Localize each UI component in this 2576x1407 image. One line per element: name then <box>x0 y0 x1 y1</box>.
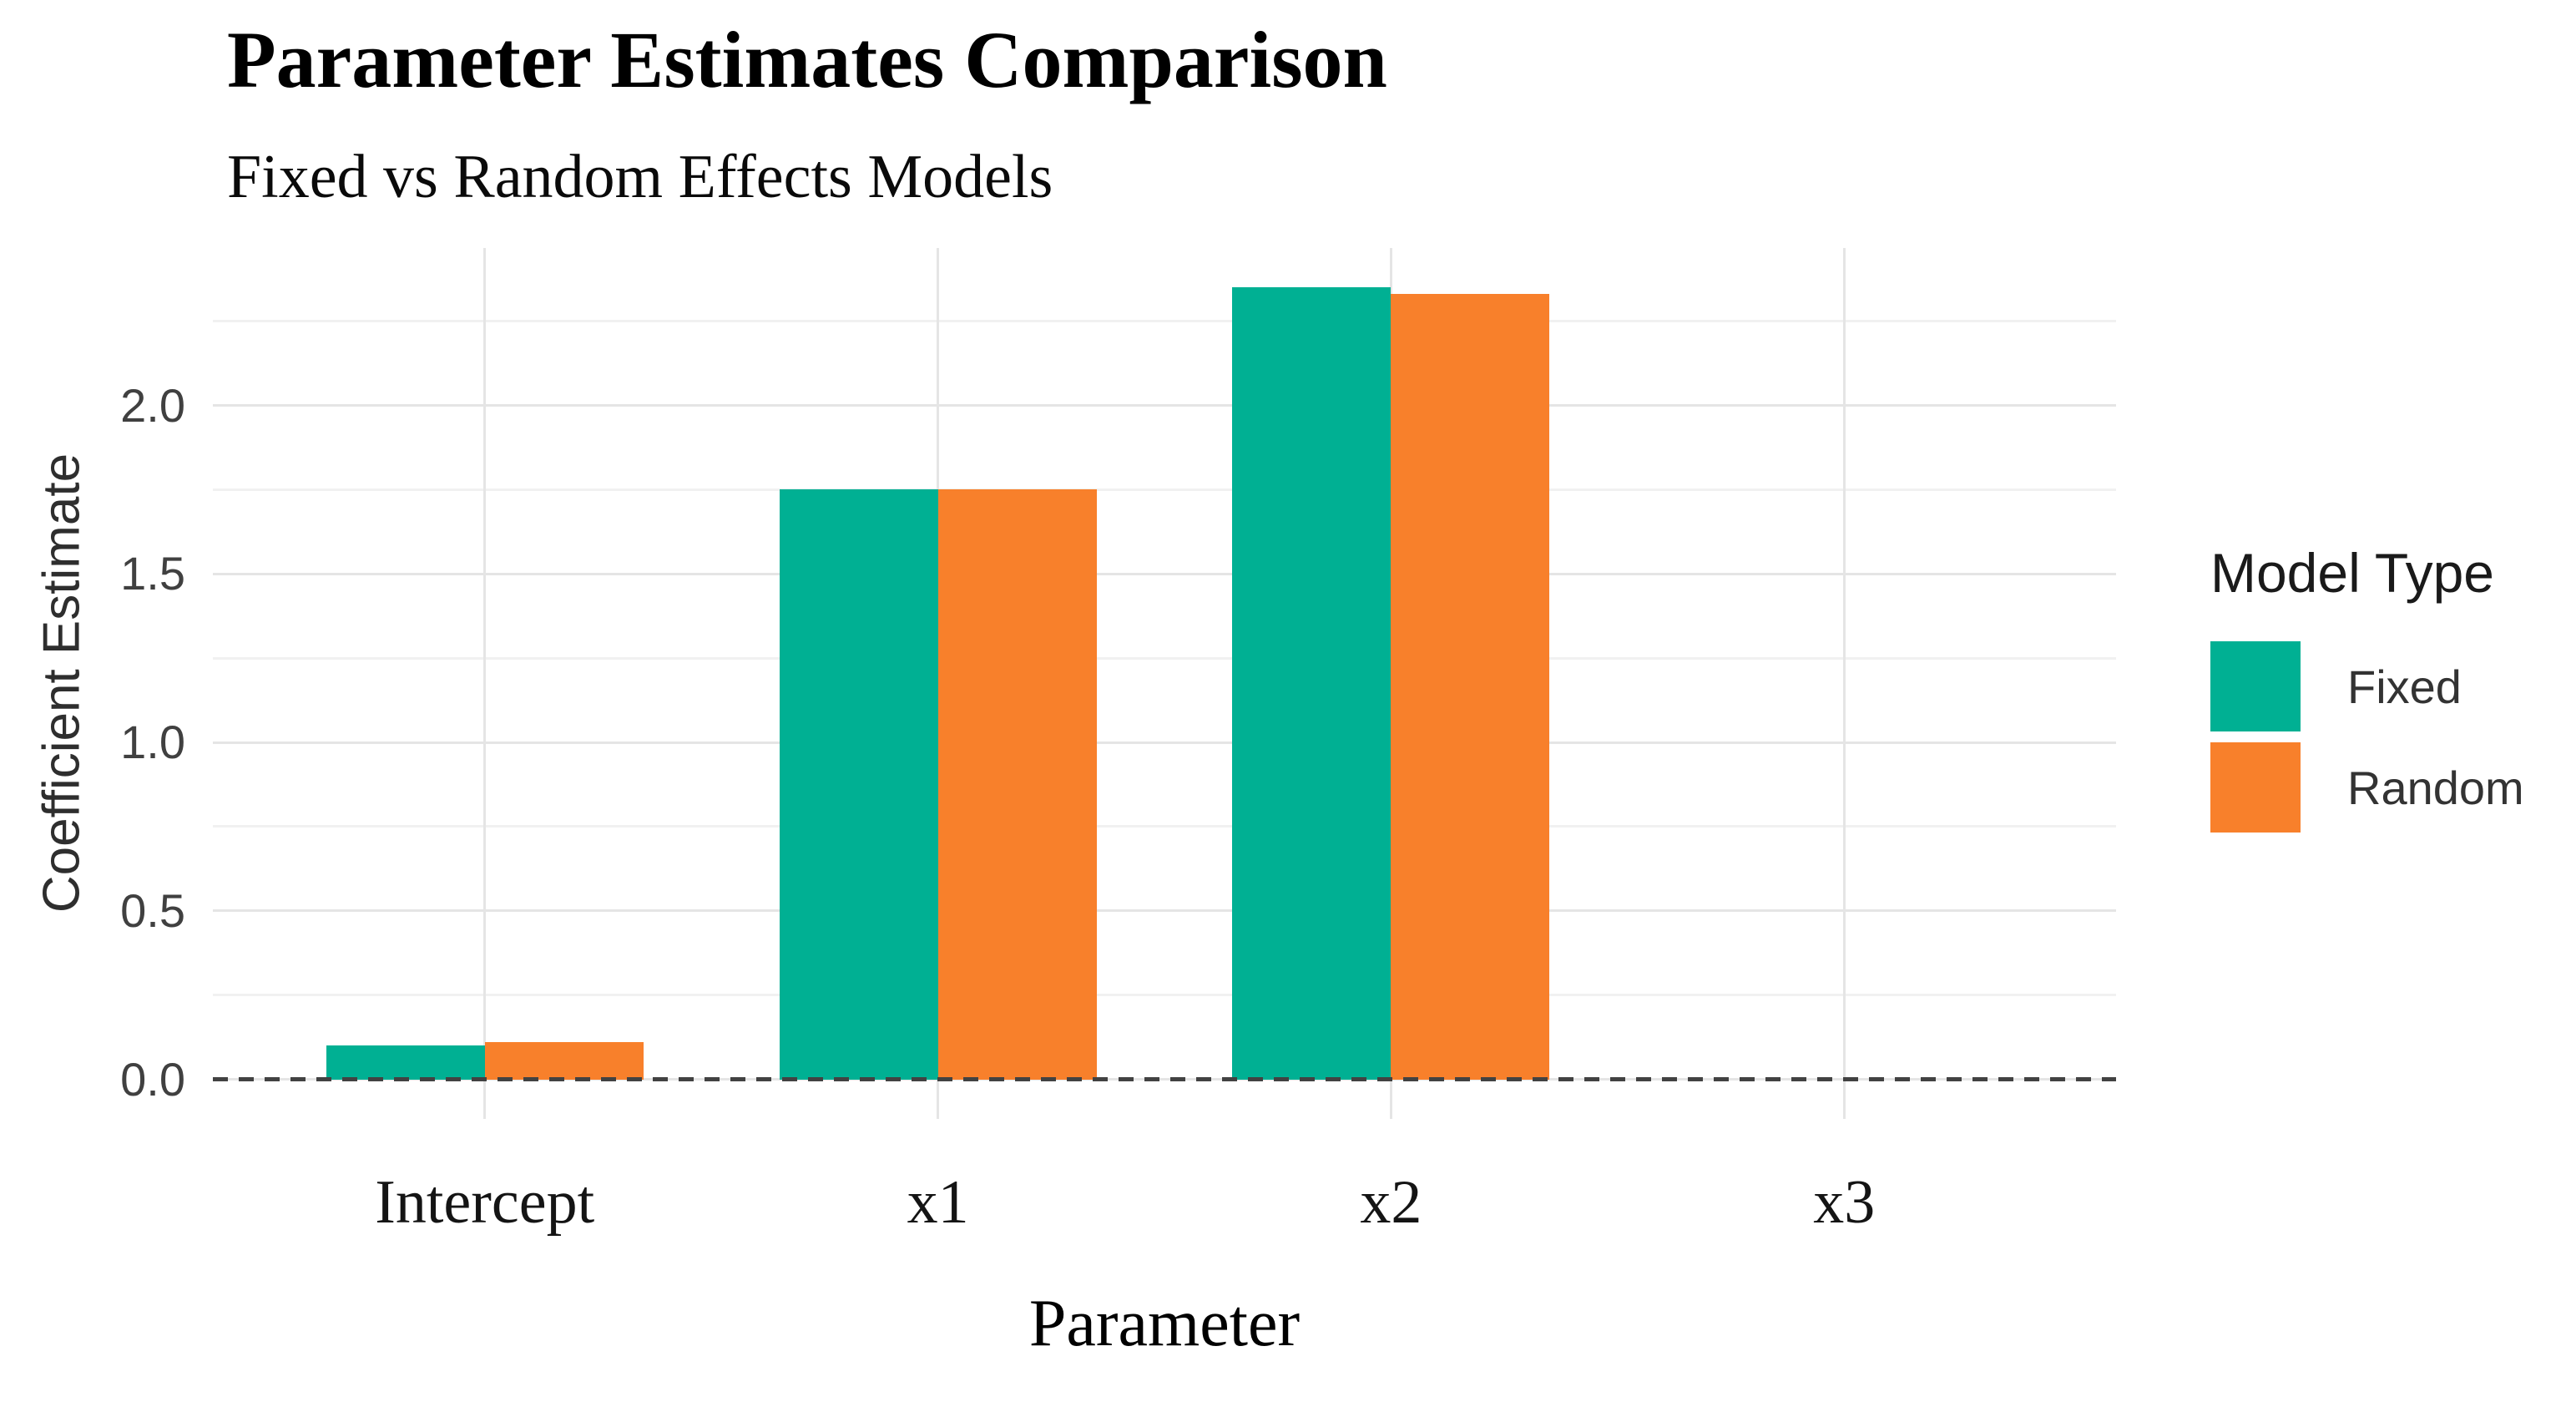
minor-gridline <box>213 488 2116 491</box>
x-axis-title: Parameter <box>1028 1287 1301 1360</box>
minor-gridline <box>213 825 2116 828</box>
legend-title: Model Type <box>2210 542 2494 604</box>
x-tick-label: x2 <box>1360 1168 1422 1237</box>
category-gridline <box>1842 248 1846 1119</box>
minor-gridline <box>213 656 2116 660</box>
x-tick-label: x1 <box>907 1168 969 1237</box>
category-gridline <box>483 248 487 1119</box>
x-tick-label: x3 <box>1813 1168 1876 1237</box>
bar-random-x1 <box>937 489 1097 1080</box>
legend: Model Type Fixed Random <box>2210 541 2569 843</box>
major-gridline <box>213 404 2116 407</box>
legend-label: Random <box>2347 761 2524 814</box>
major-gridline <box>213 741 2116 744</box>
bar-fixed-x1 <box>779 489 938 1080</box>
zero-dashed-line <box>213 1077 2116 1082</box>
major-gridline <box>213 909 2116 913</box>
bar-fixed-intercept <box>326 1045 485 1080</box>
legend-key-random <box>2210 742 2301 833</box>
x-tick-label: Intercept <box>375 1168 595 1237</box>
legend-items: Fixed Random <box>2210 641 2569 833</box>
bar-random-intercept <box>484 1042 644 1080</box>
y-tick-label: 0.0 <box>120 1052 185 1106</box>
y-tick-label: 1.0 <box>120 716 185 769</box>
legend-item-fixed: Fixed <box>2210 641 2569 731</box>
minor-gridline <box>213 994 2116 997</box>
bar-fixed-x2 <box>1232 287 1392 1080</box>
major-gridline <box>213 572 2116 575</box>
legend-key-fixed <box>2210 641 2301 731</box>
chart-title: Parameter Estimates Comparison <box>227 15 1387 104</box>
minor-gridline <box>213 320 2116 323</box>
y-tick-label: 0.5 <box>120 883 185 937</box>
bar-random-x2 <box>1391 294 1550 1080</box>
chart-subtitle: Fixed vs Random Effects Models <box>227 143 1053 211</box>
y-tick-label: 2.0 <box>120 378 185 432</box>
y-axis-title: Coefficient Estimate <box>33 453 91 914</box>
legend-label: Fixed <box>2347 660 2462 713</box>
legend-item-random: Random <box>2210 742 2569 833</box>
y-tick-label: 1.5 <box>120 547 185 600</box>
